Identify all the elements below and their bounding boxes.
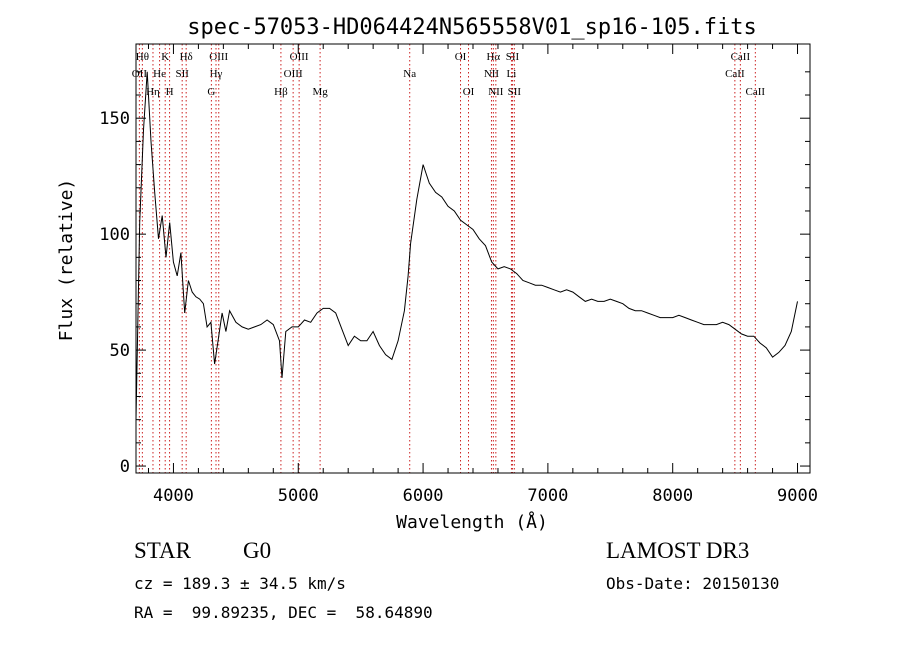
y-axis-ticks: 0 50 100 150 bbox=[99, 71, 810, 477]
line-label: Mg bbox=[312, 86, 328, 98]
x-tick-label: 5000 bbox=[278, 486, 319, 506]
line-label: OIII bbox=[284, 68, 303, 80]
line-label: OIII bbox=[290, 51, 309, 63]
object-class: STAR bbox=[134, 538, 191, 563]
line-label: Na bbox=[403, 68, 416, 80]
observation-date: Obs-Date: 20150130 bbox=[606, 574, 780, 593]
x-tick-label: 8000 bbox=[652, 486, 693, 506]
redshift-value: cz = 189.3 ± 34.5 km/s bbox=[134, 574, 346, 593]
survey-name: LAMOST DR3 bbox=[606, 538, 750, 563]
x-axis-ticks: 4000 5000 6000 7000 8000 9000 bbox=[147, 44, 818, 506]
line-label: CaII bbox=[725, 68, 745, 80]
line-label: Hθ bbox=[136, 51, 149, 63]
y-tick-label: 50 bbox=[110, 341, 130, 361]
line-label: Hγ bbox=[210, 68, 223, 80]
x-axis-label: Wavelength (Å) bbox=[396, 511, 548, 533]
line-label: SII bbox=[508, 86, 522, 98]
line-label: K bbox=[161, 51, 169, 63]
chart-title: spec-57053-HD064424N565558V01_sp16-105.f… bbox=[187, 15, 757, 40]
line-label: Hδ bbox=[180, 51, 193, 63]
x-tick-label: 7000 bbox=[527, 486, 568, 506]
line-label: Hη bbox=[146, 86, 160, 98]
line-label: He bbox=[153, 68, 166, 80]
x-tick-label: 4000 bbox=[153, 486, 194, 506]
line-label: H bbox=[166, 86, 174, 98]
y-tick-label: 0 bbox=[120, 457, 130, 477]
y-tick-label: 150 bbox=[99, 109, 130, 129]
line-label: SII bbox=[506, 51, 520, 63]
line-label: CaII bbox=[746, 86, 766, 98]
line-label: OI bbox=[455, 51, 467, 63]
x-tick-label: 9000 bbox=[777, 486, 818, 506]
line-label: CaII bbox=[731, 51, 751, 63]
y-tick-label: 100 bbox=[99, 225, 130, 245]
line-label: Li bbox=[507, 68, 517, 80]
line-label: Hα bbox=[486, 51, 500, 63]
spectrum-series bbox=[135, 71, 798, 420]
line-label: SII bbox=[175, 68, 189, 80]
sky-coordinates: RA = 99.89235, DEC = 58.64890 bbox=[134, 603, 433, 622]
line-label: OII bbox=[132, 68, 148, 80]
spectrum-line bbox=[135, 71, 798, 420]
line-label: NII bbox=[488, 86, 504, 98]
x-tick-label: 6000 bbox=[403, 486, 444, 506]
line-label: Hβ bbox=[274, 86, 288, 98]
line-label: OIII bbox=[209, 51, 228, 63]
plot-frame bbox=[135, 43, 811, 474]
line-label: G bbox=[207, 86, 215, 98]
line-label: NII bbox=[484, 68, 500, 80]
y-axis-label: Flux (relative) bbox=[56, 179, 77, 342]
object-subclass: G0 bbox=[243, 538, 272, 563]
line-label: OI bbox=[463, 86, 475, 98]
